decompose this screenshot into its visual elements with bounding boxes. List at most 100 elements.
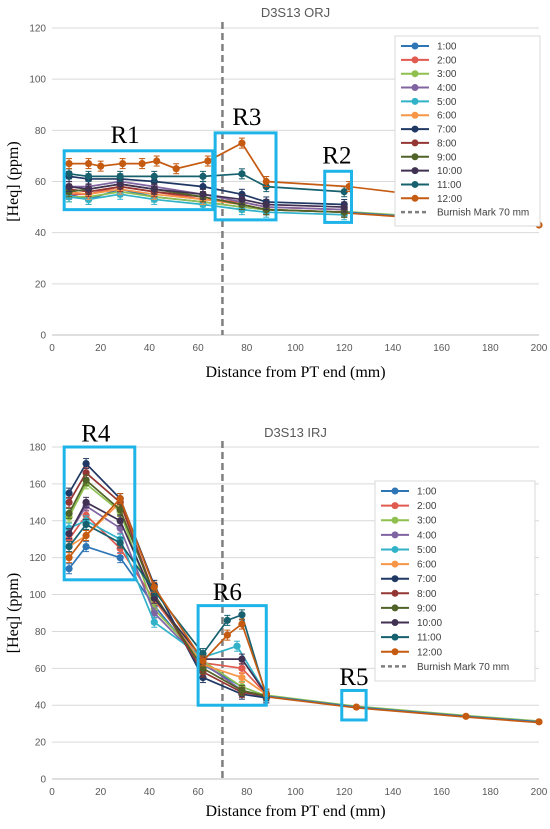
y-axis-label: [Heq] (ppm) — [5, 573, 22, 653]
x-tick-label: 20 — [95, 343, 107, 354]
series-line — [68, 545, 267, 697]
data-point — [238, 673, 246, 682]
data-point — [340, 203, 348, 211]
legend-label: 11:00 — [437, 180, 462, 191]
data-point — [116, 517, 124, 525]
y-tick-label: 60 — [35, 664, 47, 675]
legend-label: 7:00 — [417, 574, 437, 585]
legend-marker — [391, 531, 399, 539]
data-point — [84, 185, 93, 193]
legend-label: 8:00 — [417, 589, 437, 600]
y-tick-label: 140 — [29, 516, 46, 527]
legend-label: 2:00 — [437, 55, 457, 66]
legend-label: 7:00 — [437, 125, 457, 136]
legend-box — [394, 35, 541, 227]
data-point — [65, 530, 73, 538]
data-point — [153, 157, 161, 165]
y-tick-label: 0 — [40, 775, 46, 786]
region-label: R5 — [339, 664, 368, 691]
x-tick-label: 40 — [144, 787, 156, 798]
data-point — [262, 177, 270, 186]
legend-marker — [411, 84, 419, 92]
y-tick-label: 100 — [29, 75, 46, 86]
tail-line — [266, 696, 540, 724]
y-tick-label: 20 — [35, 738, 47, 749]
data-point — [150, 618, 158, 626]
data-point — [199, 673, 207, 682]
data-point — [65, 489, 73, 497]
region-box — [323, 169, 354, 224]
legend-marker — [411, 125, 419, 133]
region-box — [196, 604, 268, 707]
data-point — [233, 642, 241, 650]
data-point — [238, 170, 246, 178]
legend-label: Burnish Mark 70 mm — [417, 662, 509, 673]
data-point — [223, 616, 231, 624]
legend-label: 6:00 — [417, 560, 437, 571]
region-label: R4 — [81, 420, 111, 447]
data-point — [82, 469, 90, 477]
region-label: R1 — [110, 122, 139, 149]
region-label: R3 — [232, 104, 261, 131]
region-box — [62, 149, 215, 212]
data-point — [65, 170, 73, 178]
x-tick-label: 100 — [287, 343, 304, 354]
legend-marker — [411, 42, 419, 50]
legend-label: 1:00 — [437, 42, 457, 53]
data-point — [172, 165, 180, 173]
legend-label: 6:00 — [437, 111, 457, 122]
data-point — [199, 183, 207, 191]
data-point — [238, 611, 246, 619]
y-tick-label: 20 — [35, 279, 47, 290]
x-tick-label: 120 — [336, 787, 353, 798]
data-point — [150, 172, 158, 180]
data-point — [238, 686, 246, 695]
data-point — [82, 511, 90, 519]
legend-marker — [391, 487, 399, 495]
y-tick-label: 100 — [29, 590, 46, 601]
region-box — [340, 688, 368, 722]
region-label: R6 — [213, 579, 242, 606]
legend-label: 4:00 — [437, 83, 457, 94]
legend-marker — [391, 560, 399, 568]
x-tick-label: 180 — [482, 787, 499, 798]
data-point — [82, 460, 90, 468]
y-tick-label: 180 — [29, 443, 46, 454]
x-tick-label: 0 — [49, 787, 55, 798]
x-tick-label: 60 — [193, 787, 205, 798]
series-line — [68, 193, 345, 216]
y-tick-label: 80 — [35, 126, 47, 137]
data-point — [223, 631, 231, 639]
x-tick-label: 200 — [531, 787, 548, 798]
legend-label: 11:00 — [417, 633, 442, 644]
data-point — [65, 159, 73, 168]
legend-label: 9:00 — [417, 603, 437, 614]
legend-label: 9:00 — [437, 152, 457, 163]
data-point — [82, 531, 90, 540]
chart-title: D3S13 ORJ — [261, 5, 330, 20]
data-point — [97, 162, 105, 170]
x-axis-label: Distance from PT end (mm) — [205, 803, 385, 820]
data-point — [199, 649, 207, 658]
legend-label: 2:00 — [417, 501, 437, 512]
y-tick-label: 120 — [29, 553, 46, 564]
data-point — [116, 539, 124, 547]
legend-label: 3:00 — [417, 516, 437, 527]
data-point — [116, 180, 124, 188]
legend-label: 5:00 — [417, 545, 437, 556]
legend-label: 8:00 — [437, 138, 457, 149]
legend-marker — [411, 194, 419, 202]
y-axis-label: [Heq] (ppm) — [5, 141, 22, 221]
x-tick-label: 80 — [241, 787, 253, 798]
region-box — [213, 131, 278, 222]
data-point — [340, 188, 348, 196]
x-tick-label: 40 — [144, 343, 156, 354]
tail-point — [462, 712, 470, 720]
y-tick-label: 0 — [40, 331, 46, 342]
data-point — [82, 498, 90, 506]
y-tick-label: 40 — [35, 701, 47, 712]
x-tick-label: 160 — [433, 343, 450, 354]
data-point — [65, 554, 73, 562]
data-point — [199, 190, 207, 198]
data-point — [65, 565, 73, 573]
